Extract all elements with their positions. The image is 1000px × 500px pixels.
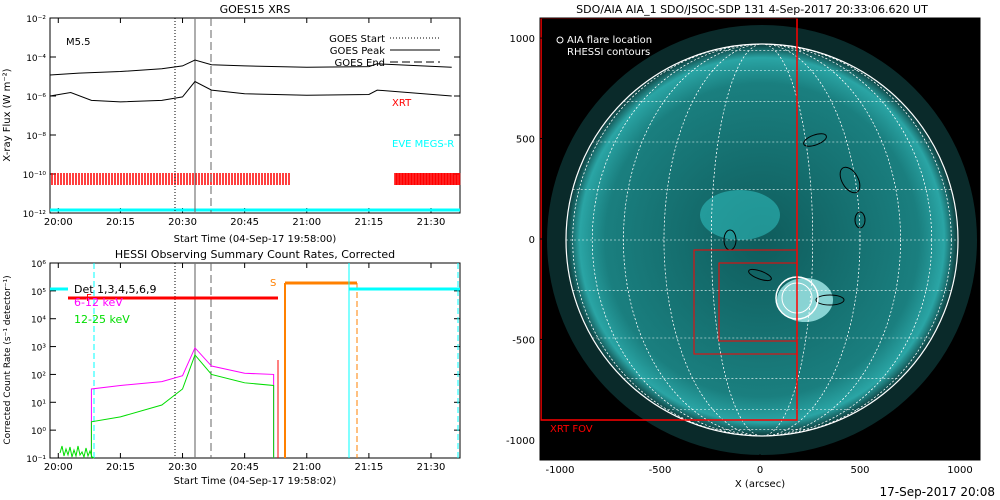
xrt-coverage-bars: [51, 173, 461, 185]
xrt-fov-box: [540, 18, 798, 421]
aia-legend-symbol: [556, 36, 564, 44]
longitude-line: [623, 44, 901, 436]
aia-x-ticks: -1000 -500 0 500 1000: [545, 454, 973, 476]
aia-x-tick-label: -500: [649, 465, 672, 476]
aia-y-tick-label: 500: [516, 135, 535, 146]
aia-title: SDO/AIA AIA_1 SDO/JSOC-SDP 131 4-Sep-201…: [576, 3, 928, 16]
aia-panel: SDO/AIA AIA_1 SDO/JSOC-SDP 131 4-Sep-201…: [506, 3, 995, 499]
eve-label: EVE MEGS-R: [392, 139, 454, 150]
aia-y-tick-label: 1000: [510, 34, 535, 45]
x-tick-label: 21:15: [354, 462, 383, 473]
y-tick-label: 10⁻¹: [26, 455, 46, 465]
legend-goes-start: GOES Start: [329, 34, 385, 45]
y-tick-label: 10⁶: [31, 260, 46, 270]
aia-x-tick-label: 0: [757, 465, 763, 476]
aia-legend-flare: AIA flare location: [567, 35, 652, 46]
aia-x-tick-label: 1000: [947, 465, 972, 476]
aia-x-tick-label: 500: [850, 465, 869, 476]
longitude-line: [710, 44, 814, 436]
y-tick-label: 10⁻⁶: [26, 93, 46, 103]
hessi-background-noise: [59, 445, 95, 459]
goes-x-ticks: 20:00 20:15 20:30 20:45 21:00 21:15 21:30: [44, 18, 446, 228]
hessi-panel: HESSI Observing Summary Count Rates, Cor…: [3, 248, 461, 487]
hessi-legend-6-12: 6-12 keV: [74, 296, 123, 309]
goes-class-label: M5.5: [66, 37, 91, 48]
active-region-bright: [777, 278, 833, 322]
goes-short-channel-line: [49, 80, 452, 103]
hessi-x-axis-label: Start Time (04-Sep-17 19:58:02): [174, 476, 337, 487]
y-tick-label: 10⁵: [31, 288, 46, 298]
xrt-label: XRT: [392, 98, 412, 109]
xrt-fov-label: XRT FOV: [550, 424, 593, 435]
hessi-12-25-kev-line: [90, 353, 275, 458]
y-tick-label: 10²: [31, 371, 46, 381]
aia-y-tick-label: -1000: [506, 436, 535, 447]
goes-panel: GOES15 XRS 20:00 20:15 20:30 20:45 21:00 21:1…: [2, 3, 461, 245]
aia-y-tick-label: 0: [529, 235, 535, 246]
goes-y-axis-label: X-ray Flux (W m⁻²): [2, 68, 13, 161]
y-tick-label: 10⁻¹⁰: [23, 171, 47, 181]
hessi-f-label: F: [86, 293, 92, 304]
hessi-x-ticks: 20:00 20:15 20:30 20:45 21:00 21:15 21:30: [44, 263, 446, 473]
x-tick-label: 21:00: [292, 217, 321, 228]
legend-goes-end: GOES End: [335, 58, 385, 69]
x-tick-label: 20:45: [230, 462, 259, 473]
y-tick-label: 10⁻⁴: [26, 54, 46, 64]
goes-legend: GOES Start GOES Peak GOES End: [329, 34, 440, 69]
y-tick-label: 10⁴: [31, 316, 46, 326]
xrt-fov-inner-2: [718, 262, 798, 342]
x-tick-label: 21:00: [292, 462, 321, 473]
x-tick-label: 21:30: [417, 462, 446, 473]
aia-x-axis-label: X (arcsec): [735, 479, 785, 490]
hessi-s-label: S: [270, 278, 276, 289]
y-tick-label: 10⁻⁸: [26, 132, 46, 142]
x-tick-label: 20:30: [168, 462, 197, 473]
goes-x-axis-label: Start Time (04-Sep-17 19:58:00): [174, 234, 337, 245]
y-tick-label: 10⁻¹²: [23, 210, 47, 220]
aia-y-tick-label: -500: [512, 335, 535, 346]
heliographic-grid: [566, 44, 958, 436]
goes-title: GOES15 XRS: [220, 3, 291, 16]
hessi-title: HESSI Observing Summary Count Rates, Cor…: [115, 248, 395, 261]
aia-legend-contours: RHESSI contours: [567, 47, 650, 58]
active-region-glow: [700, 190, 780, 240]
x-tick-label: 21:15: [354, 217, 383, 228]
x-tick-label: 20:00: [44, 462, 73, 473]
y-tick-label: 10¹: [31, 399, 46, 409]
timestamp: 17-Sep-2017 20:08: [880, 485, 995, 499]
longitude-line: [591, 44, 933, 436]
hessi-plot-frame: [49, 262, 461, 459]
y-tick-label: 10³: [31, 344, 46, 354]
x-tick-label: 20:45: [230, 217, 259, 228]
longitude-line: [572, 44, 952, 436]
y-tick-label: 10⁰: [31, 427, 46, 437]
x-tick-label: 20:00: [44, 217, 73, 228]
hessi-6-12-kev-line: [90, 346, 275, 458]
hessi-y-axis-label: Corrected Count Rate (s⁻¹ detector⁻¹): [3, 275, 13, 444]
x-tick-label: 20:15: [106, 462, 135, 473]
goes-plot-frame: [49, 17, 461, 214]
longitude-line: [663, 44, 861, 436]
goes-long-channel-line: [49, 59, 452, 76]
hessi-legend-12-25: 12-25 keV: [74, 313, 130, 326]
x-tick-label: 20:15: [106, 217, 135, 228]
solar-limb: [565, 43, 959, 437]
legend-goes-peak: GOES Peak: [330, 46, 385, 57]
hessi-legend-det: Det 1,3,4,5,6,9: [74, 283, 157, 296]
x-tick-label: 20:30: [168, 217, 197, 228]
hessi-y-ticks: 10⁻¹ 10⁰ 10¹ 10² 10³ 10⁴ 10⁵ 10⁶: [26, 260, 460, 465]
x-tick-label: 21:30: [417, 217, 446, 228]
y-tick-label: 10⁻²: [26, 15, 46, 25]
aia-y-ticks: -1000 -500 0 500 1000: [506, 34, 546, 447]
aia-x-tick-label: -1000: [545, 465, 574, 476]
